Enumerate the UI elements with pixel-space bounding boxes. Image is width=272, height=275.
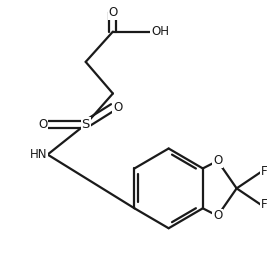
Text: F: F bbox=[261, 165, 268, 178]
Text: O: O bbox=[38, 118, 48, 131]
Text: OH: OH bbox=[151, 25, 169, 38]
Text: O: O bbox=[108, 6, 118, 19]
Text: O: O bbox=[213, 154, 222, 167]
Text: O: O bbox=[113, 101, 122, 114]
Text: HN: HN bbox=[30, 148, 48, 161]
Text: S: S bbox=[82, 118, 90, 131]
Text: F: F bbox=[261, 198, 268, 211]
Text: O: O bbox=[213, 209, 222, 222]
